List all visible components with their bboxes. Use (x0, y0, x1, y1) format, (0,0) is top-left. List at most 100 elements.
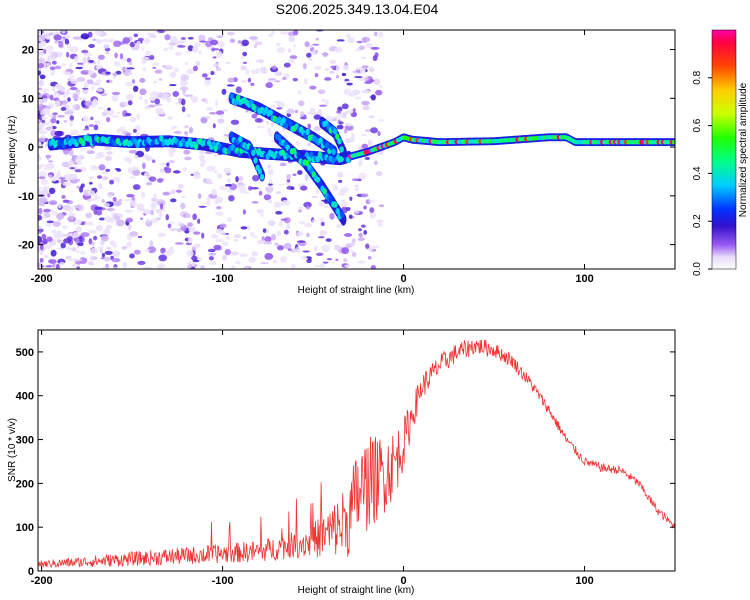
heatmap-noise-cell (308, 56, 313, 62)
heatmap-noise-cell (69, 119, 73, 127)
heatmap-noise-cell (73, 56, 80, 62)
heatmap-noise-cell (52, 114, 57, 119)
heatmap-noise-cell (197, 193, 202, 199)
heatmap-noise-cell (76, 62, 84, 65)
heatmap-noise-cell (209, 112, 217, 115)
heatmap-noise-cell (159, 211, 163, 218)
heatmap-noise-cell (240, 56, 245, 59)
heatmap-noise-cell (251, 113, 258, 119)
heatmap-noise-cell (276, 47, 286, 54)
heatmap-noise-cell (226, 84, 235, 87)
heatmap-noise-cell (303, 201, 312, 208)
heatmap-noise-cell (155, 200, 161, 203)
heatmap-noise-cell (276, 231, 282, 237)
heatmap-noise-cell (47, 193, 51, 198)
heatmap-noise-cell (318, 236, 325, 239)
heatmap-noise-cell (298, 221, 306, 225)
heatmap-noise-cell (96, 175, 103, 179)
heatmap-noise-cell (38, 189, 42, 195)
heatmap-noise-cell (156, 217, 161, 221)
heatmap-noise-cell (245, 68, 250, 75)
heatmap-noise-cell (88, 59, 95, 63)
heatmap-noise-cell (57, 203, 62, 209)
heatmap-noise-cell (163, 166, 168, 171)
heatmap-noise-cell (273, 100, 283, 104)
heatmap-noise-cell (124, 100, 129, 107)
heatmap-noise-cell (268, 133, 274, 137)
heatmap-noise-cell (38, 225, 41, 229)
heatmap-noise-cell (197, 218, 201, 224)
heatmap-noise-cell (79, 186, 84, 193)
heatmap-noise-cell (235, 86, 242, 94)
heatmap-x-tick-label: 0 (400, 273, 406, 285)
heatmap-noise-cell (370, 264, 376, 269)
heatmap-noise-cell (122, 261, 128, 269)
heatmap-noise-cell (131, 79, 136, 84)
heatmap-noise-cell (198, 34, 206, 42)
heatmap-noise-cell (267, 127, 272, 134)
heatmap-noise-cell (226, 31, 235, 36)
heatmap-noise-cell (97, 246, 105, 249)
heatmap-noise-cell (184, 156, 192, 161)
heatmap-noise-cell (104, 155, 113, 162)
heatmap-noise-cell (75, 66, 84, 70)
heatmap-noise-cell (361, 143, 369, 149)
heatmap-noise-cell (142, 67, 147, 72)
heatmap-noise-cell (342, 111, 347, 119)
heatmap-noise-cell (45, 45, 54, 51)
heatmap-noise-cell (130, 176, 136, 179)
heatmap-noise-cell (198, 50, 202, 55)
heatmap-noise-cell (298, 100, 305, 107)
heatmap-ridge-core (318, 181, 323, 188)
heatmap-noise-cell (250, 187, 259, 190)
heatmap-noise-cell (97, 107, 104, 110)
heatmap-noise-cell (183, 82, 189, 85)
heatmap-noise-cell (242, 209, 246, 215)
heatmap-noise-cell (61, 161, 71, 168)
heatmap-noise-cell (215, 67, 222, 72)
heatmap-noise-cell (278, 183, 285, 186)
heatmap-noise-cell (300, 255, 307, 260)
heatmap-ridge-core (328, 196, 334, 203)
heatmap-noise-cell (92, 38, 97, 41)
heatmap-noise-cell (76, 185, 80, 189)
heatmap-noise-cell (239, 253, 248, 258)
heatmap-noise-cell (176, 228, 182, 233)
heatmap-noise-cell (286, 173, 292, 180)
heatmap-noise-cell (168, 42, 178, 46)
heatmap-noise-cell (290, 186, 295, 190)
heatmap-noise-cell (147, 246, 157, 254)
heatmap-noise-cell (127, 223, 132, 231)
heatmap-noise-cell (246, 224, 251, 231)
heatmap-noise-cell (49, 66, 56, 71)
heatmap-ridge-core (253, 157, 258, 164)
heatmap-noise-cell (69, 87, 78, 91)
heatmap-noise-cell (76, 178, 81, 182)
heatmap-noise-cell (237, 182, 245, 186)
heatmap-noise-cell (43, 208, 51, 213)
heatmap-noise-cell (365, 243, 370, 249)
heatmap-noise-cell (198, 205, 207, 208)
heatmap-noise-cell (373, 78, 381, 85)
heatmap-noise-cell (64, 38, 70, 45)
heatmap-noise-cell (99, 217, 106, 221)
heatmap-ridge-core (337, 138, 342, 145)
heatmap-noise-cell (293, 30, 299, 36)
heatmap-noise-cell (60, 106, 67, 112)
heatmap-noise-cell (240, 226, 248, 230)
heatmap-ridge-core (332, 128, 338, 135)
heatmap-noise-cell (281, 200, 290, 206)
heatmap-noise-cell (76, 245, 80, 249)
heatmap-noise-cell (315, 188, 319, 195)
heatmap-cells (38, 30, 675, 269)
heatmap-y-tick-label: -10 (18, 191, 34, 203)
heatmap-noise-cell (39, 257, 44, 263)
heatmap-noise-cell (62, 204, 71, 211)
heatmap-noise-cell (45, 109, 51, 116)
heatmap-noise-cell (143, 266, 152, 269)
heatmap-noise-cell (355, 66, 361, 71)
snr-x-tick-label: 0 (400, 575, 406, 587)
heatmap-noise-cell (276, 107, 283, 110)
heatmap-noise-cell (48, 259, 57, 264)
heatmap-noise-cell (297, 170, 303, 175)
